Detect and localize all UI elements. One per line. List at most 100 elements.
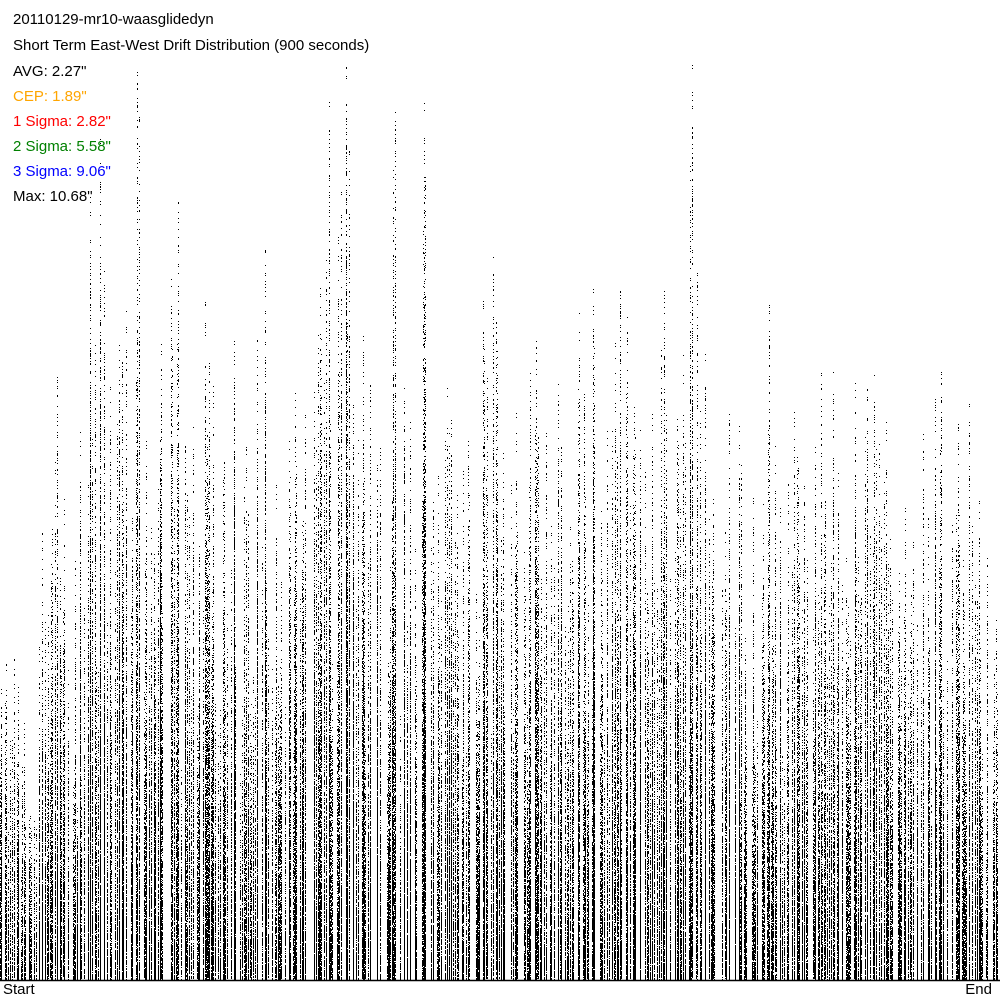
drift-column-8: [80, 432, 89, 980]
drift-column-12: [122, 311, 127, 980]
drift-column-10: [100, 139, 108, 980]
drift-column-1: [10, 659, 19, 980]
drift-column-67: [670, 419, 679, 980]
drift-column-45: [451, 420, 459, 980]
drift-column-26: [262, 250, 269, 980]
stat-1-sigma: 1 Sigma: 2.82": [13, 113, 111, 130]
drift-column-54: [540, 433, 547, 980]
drift-column-7: [73, 561, 78, 980]
drift-column-13: [131, 72, 140, 980]
drift-column-44: [441, 388, 450, 980]
drift-column-60: [600, 431, 610, 980]
drift-column-37: [370, 385, 378, 980]
drift-column-14: [144, 441, 150, 980]
drift-column-55: [550, 384, 559, 980]
drift-column-9: [90, 197, 99, 980]
drift-column-86: [860, 389, 868, 980]
x-axis-end-label: End: [965, 981, 992, 998]
drift-column-74: [740, 465, 747, 980]
stat-3-sigma: 3 Sigma: 9.06": [13, 163, 111, 180]
drift-column-39: [390, 112, 396, 980]
drift-column-61: [612, 343, 619, 980]
drift-column-70: [700, 354, 710, 980]
drift-column-19: [191, 427, 200, 980]
drift-column-36: [362, 336, 369, 980]
drift-column-23: [231, 341, 236, 980]
drift-column-62: [620, 291, 628, 980]
drift-column-11: [110, 345, 120, 980]
drift-column-90: [900, 508, 909, 980]
drift-column-64: [640, 430, 649, 980]
drift-column-28: [280, 441, 290, 980]
drift-column-93: [931, 399, 940, 980]
drift-column-4: [42, 533, 49, 980]
x-axis-start-label: Start: [3, 981, 35, 998]
drift-column-98: [980, 558, 988, 980]
drift-column-32: [320, 102, 330, 980]
drift-column-2: [21, 723, 30, 980]
drift-column-43: [431, 476, 440, 980]
drift-column-41: [410, 422, 417, 980]
drift-column-0: [0, 664, 9, 980]
drift-column-72: [722, 414, 730, 980]
drift-column-27: [272, 485, 280, 980]
drift-column-87: [870, 375, 880, 980]
drift-column-81: [813, 447, 820, 980]
drift-column-66: [661, 291, 667, 980]
drift-column-5: [50, 377, 58, 980]
drift-column-95: [952, 424, 960, 980]
drift-column-22: [220, 462, 228, 980]
drift-column-15: [151, 489, 159, 980]
drift-column-69: [690, 65, 698, 980]
drift-column-56: [560, 447, 569, 980]
drift-column-65: [650, 414, 660, 980]
stat-max: Max: 10.68": [13, 188, 93, 205]
drift-column-34: [341, 67, 350, 980]
drift-column-84: [842, 558, 850, 980]
drift-column-63: [630, 407, 636, 980]
drift-column-17: [171, 202, 179, 980]
drift-column-53: [530, 341, 539, 980]
drift-column-97: [972, 501, 980, 980]
data-points: [0, 65, 998, 980]
drift-column-20: [203, 302, 210, 980]
drift-column-46: [462, 441, 470, 980]
drift-column-29: [290, 393, 297, 980]
stat-2-sigma: 2 Sigma: 5.58": [13, 138, 111, 155]
drift-column-71: [711, 499, 715, 980]
drift-column-76: [762, 305, 770, 980]
drift-column-99: [993, 620, 998, 980]
stat-avg: AVG: 2.27": [13, 63, 87, 80]
drift-column-78: [780, 484, 789, 980]
drift-column-50: [501, 453, 505, 980]
drift-column-94: [940, 372, 948, 980]
drift-column-52: [524, 487, 530, 980]
drift-column-88: [881, 422, 889, 980]
drift-column-77: [771, 446, 777, 980]
drift-column-75: [752, 498, 758, 980]
drift-column-96: [962, 404, 970, 980]
drift-column-83: [831, 372, 839, 980]
drift-column-25: [250, 340, 258, 980]
drift-column-47: [476, 594, 480, 980]
drift-column-30: [300, 415, 306, 980]
chart-title: 20110129-mr10-waasglidedyn: [13, 11, 214, 28]
stat-cep: CEP: 1.89": [13, 88, 87, 105]
drift-column-35: [353, 405, 359, 980]
drift-column-16: [160, 344, 163, 980]
drift-column-92: [921, 434, 930, 980]
drift-column-48: [483, 301, 488, 980]
drift-column-33: [330, 237, 340, 980]
chart-subtitle: Short Term East-West Drift Distribution …: [13, 37, 370, 54]
drift-column-49: [491, 257, 500, 980]
drift-column-31: [314, 335, 320, 980]
drift-column-73: [735, 426, 740, 980]
drift-column-38: [380, 448, 390, 980]
drift-column-91: [910, 542, 918, 980]
drift-column-42: [422, 103, 426, 980]
drift-column-85: [850, 383, 859, 980]
drift-column-24: [240, 447, 249, 980]
drift-column-21: [211, 386, 219, 980]
drift-column-51: [511, 413, 518, 980]
